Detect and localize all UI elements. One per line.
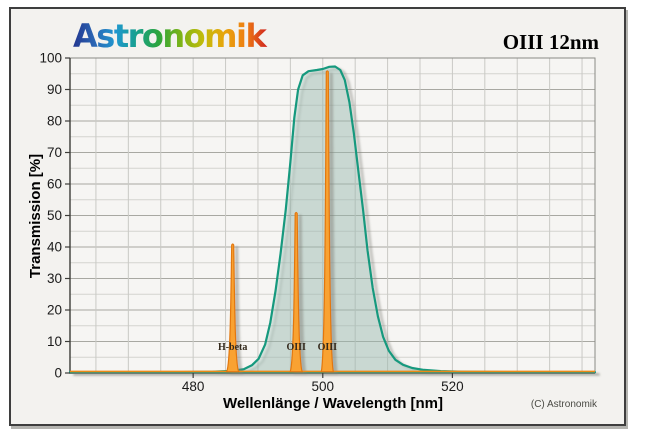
x-tick-label: 500: [312, 379, 335, 394]
brand-logo: Astronomik: [73, 17, 267, 55]
chart-panel: H-beta OIII OIII 480 500 520 0 10 20 30 40 50 60 70 80…: [9, 7, 626, 426]
emission-label-h-beta: H-beta: [218, 342, 247, 353]
y-tick-label: 0: [54, 366, 62, 381]
x-tick-label: 520: [441, 379, 464, 394]
plot-layers: H-beta OIII OIII 480 500 520 0 10 20 30 40 50 60 70 80…: [39, 51, 597, 394]
y-tick-label: 70: [47, 145, 62, 160]
y-tick-label: 80: [47, 114, 62, 129]
x-axis-title: Wellenlänge / Wavelength [nm]: [223, 395, 443, 412]
product-title: OIII 12nm: [503, 30, 600, 54]
y-tick-label: 40: [47, 240, 62, 255]
emission-line-oiii: [320, 70, 335, 373]
transmission-curve: [68, 65, 597, 374]
y-tick-label: 50: [47, 208, 62, 223]
emission-line-oiii: [289, 211, 304, 373]
y-tick-label: 90: [47, 82, 62, 97]
chart-canvas: H-beta OIII OIII 480 500 520 0 10 20 30 40 50 60 70 80…: [27, 17, 600, 412]
y-axis-title: Transmission [%]: [27, 154, 44, 278]
y-tick-label: 20: [47, 303, 62, 318]
emission-label-oiii: OIII: [318, 342, 338, 353]
y-tick-label: 60: [47, 177, 62, 192]
emission-line-h-beta: [225, 243, 240, 373]
x-tick-label: 480: [182, 379, 205, 394]
copyright-text: (C) Astronomik: [531, 399, 598, 410]
y-tick-label: 100: [39, 51, 62, 66]
y-tick-label: 10: [47, 334, 62, 349]
emission-label-oiii: OIII: [286, 342, 306, 353]
y-tick-label: 30: [47, 271, 62, 286]
emission-spectrum: [70, 70, 595, 373]
